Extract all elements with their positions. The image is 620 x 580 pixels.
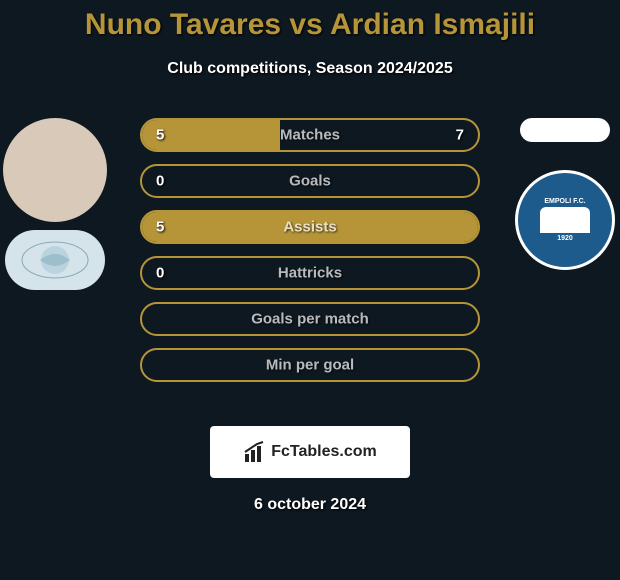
club-right-year: 1920 — [557, 235, 573, 242]
stat-row: 0 Hattricks — [140, 256, 480, 290]
player-left-club-badge — [5, 230, 105, 290]
fctables-logo-text: FcTables.com — [271, 443, 377, 461]
comparison-body: EMPOLI F.C. 1920 5 Matches 7 0 Goals 5 A… — [0, 118, 620, 418]
empoli-arch-icon — [540, 207, 590, 233]
stat-label: Goals per match — [142, 311, 478, 328]
player-right-avatar — [520, 118, 610, 142]
stat-label: Goals — [142, 173, 478, 190]
stat-row: 5 Matches 7 — [140, 118, 480, 152]
stat-label: Assists — [142, 219, 478, 236]
chart-icon — [243, 440, 267, 464]
fctables-logo[interactable]: FcTables.com — [210, 426, 410, 478]
lazio-badge-icon — [20, 240, 90, 280]
stat-row: 5 Assists — [140, 210, 480, 244]
stat-label: Hattricks — [142, 265, 478, 282]
stat-label: Min per goal — [142, 357, 478, 374]
stat-label: Matches — [142, 127, 478, 144]
comparison-date: 6 october 2024 — [0, 496, 620, 514]
comparison-subtitle: Club competitions, Season 2024/2025 — [0, 60, 620, 78]
stat-value-right: 7 — [456, 127, 464, 144]
player-left-column — [0, 118, 110, 290]
comparison-title: Nuno Tavares vs Ardian Ismajili — [0, 0, 620, 42]
stats-container: 5 Matches 7 0 Goals 5 Assists 0 Hattrick… — [140, 118, 480, 394]
club-right-name-top: EMPOLI F.C. — [544, 198, 585, 205]
stat-row: Goals per match — [140, 302, 480, 336]
player-right-column: EMPOLI F.C. 1920 — [510, 118, 620, 270]
stat-row: Min per goal — [140, 348, 480, 382]
player-left-avatar — [3, 118, 107, 222]
player-right-club-badge: EMPOLI F.C. 1920 — [515, 170, 615, 270]
stat-row: 0 Goals — [140, 164, 480, 198]
